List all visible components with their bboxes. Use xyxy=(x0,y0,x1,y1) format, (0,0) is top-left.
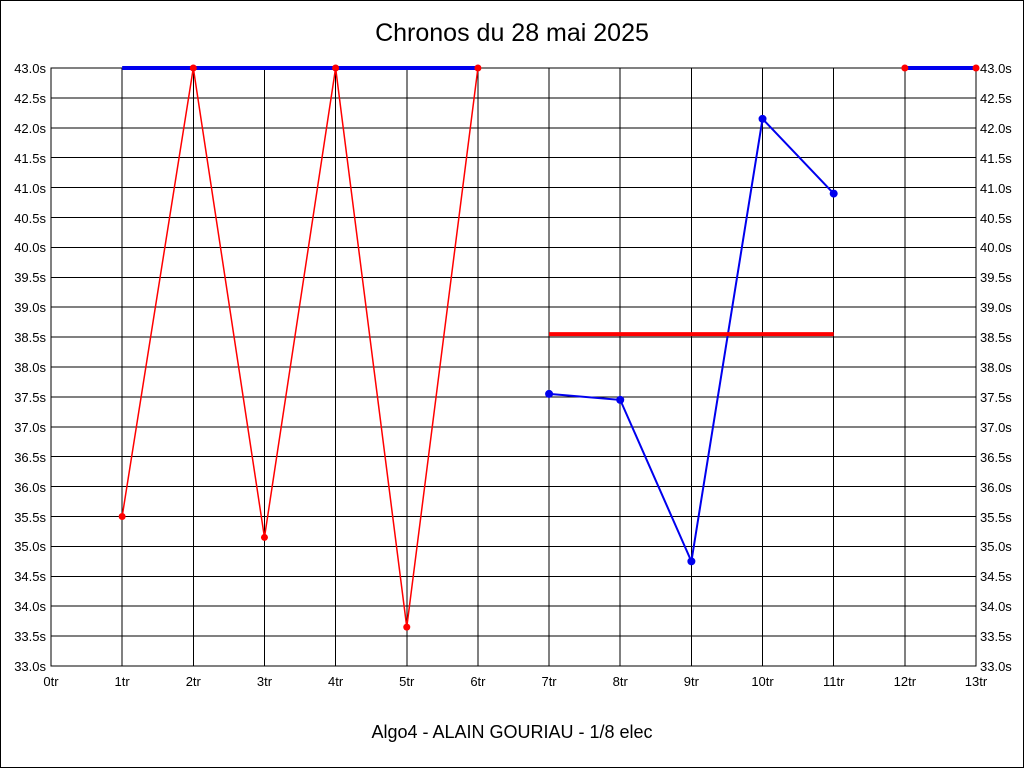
y-tick-label-right: 37.5s xyxy=(980,389,1012,405)
x-tick-label: 4tr xyxy=(328,674,344,689)
y-tick-label-left: 36.5s xyxy=(14,449,46,465)
red-series-marker xyxy=(118,513,126,520)
y-tick-label-right: 40.5s xyxy=(980,210,1012,226)
y-tick-label-left: 39.0s xyxy=(14,300,46,316)
red-series-marker xyxy=(901,64,909,72)
x-tick-label: 10tr xyxy=(751,674,774,689)
y-tick-label-right: 35.5s xyxy=(980,509,1012,525)
blue-series-marker xyxy=(758,114,767,123)
y-tick-label-left: 40.0s xyxy=(14,240,46,256)
red-series-marker xyxy=(189,64,197,72)
y-tick-label-right: 39.5s xyxy=(980,270,1012,286)
y-tick-label-left: 34.5s xyxy=(14,569,46,585)
blue-series-marker xyxy=(687,557,696,566)
y-tick-label-right: 41.0s xyxy=(980,180,1012,196)
y-tick-label-left: 33.5s xyxy=(14,629,46,645)
x-tick-label: 11tr xyxy=(822,674,845,689)
blue-series-marker xyxy=(616,395,625,404)
red-series xyxy=(118,64,980,631)
y-tick-label-left: 42.0s xyxy=(14,120,46,136)
y-tick-label-right: 42.0s xyxy=(980,120,1012,136)
red-series-line xyxy=(121,67,479,628)
y-tick-label-left: 37.5s xyxy=(14,389,46,405)
red-series-marker xyxy=(403,623,411,631)
y-tick-label-right: 37.0s xyxy=(980,419,1012,435)
x-tick-label: 7tr xyxy=(541,674,557,689)
x-tick-label: 3tr xyxy=(256,674,273,689)
x-tick-label: 12tr xyxy=(893,674,917,689)
x-tick-label: 9tr xyxy=(683,674,699,689)
y-tick-label-left: 39.5s xyxy=(14,270,46,286)
y-tick-label-left: 38.5s xyxy=(14,330,46,346)
y-tick-label-left: 41.0s xyxy=(14,180,46,196)
y-tick-label-right: 34.0s xyxy=(980,599,1012,615)
x-tick-label: 1tr xyxy=(114,674,130,689)
y-tick-label-left: 35.0s xyxy=(14,539,46,555)
y-tick-label-right: 39.0s xyxy=(980,300,1012,316)
y-tick-label-left: 33.0s xyxy=(14,659,46,674)
x-tick-label: 8tr xyxy=(612,674,628,689)
x-tick-label: 2tr xyxy=(185,674,201,689)
y-tick-label-left: 42.5s xyxy=(14,90,46,106)
y-tick-label-left: 38.0s xyxy=(14,360,46,375)
x-tick-label: 0tr xyxy=(43,674,59,689)
y-tick-label-left: 36.0s xyxy=(14,479,46,495)
y-tick-label-left: 34.0s xyxy=(14,599,46,615)
y-tick-label-left: 37.0s xyxy=(14,419,46,435)
y-tick-label-right: 36.0s xyxy=(980,479,1012,495)
y-tick-label-right: 35.0s xyxy=(980,539,1012,555)
x-tick-label: 5tr xyxy=(399,674,415,689)
y-tick-label-right: 38.0s xyxy=(980,360,1012,375)
y-tick-label-right: 43.0s xyxy=(980,61,1012,76)
red-series-marker xyxy=(972,64,980,72)
red-series-marker xyxy=(260,533,268,541)
red-series-marker xyxy=(474,64,482,72)
y-tick-label-right: 42.5s xyxy=(980,90,1012,106)
y-tick-label-right: 38.5s xyxy=(980,330,1012,346)
chart-title: Chronos du 28 mai 2025 xyxy=(375,19,649,47)
y-tick-label-left: 35.5s xyxy=(14,509,46,525)
plot-border xyxy=(50,67,977,667)
chart-footer: Algo4 - ALAIN GOURIAU - 1/8 elec xyxy=(371,722,653,742)
y-tick-label-left: 41.5s xyxy=(14,150,46,166)
x-tick-label: 13tr xyxy=(964,674,988,689)
y-tick-label-right: 34.5s xyxy=(980,569,1012,585)
x-tick-label: 6tr xyxy=(470,674,486,689)
y-tick-label-right: 41.5s xyxy=(980,150,1012,166)
blue-series-marker xyxy=(829,189,838,198)
blue-series xyxy=(122,66,976,566)
y-tick-label-right: 40.0s xyxy=(980,240,1012,256)
y-tick-label-right: 33.5s xyxy=(980,629,1012,645)
y-tick-label-left: 40.5s xyxy=(14,210,46,226)
red-series-marker xyxy=(332,64,340,72)
y-tick-label-right: 36.5s xyxy=(980,449,1012,465)
y-tick-label-left: 43.0s xyxy=(14,61,46,76)
y-tick-label-right: 33.0s xyxy=(980,659,1012,674)
gridlines xyxy=(50,67,977,667)
blue-series-marker xyxy=(545,389,554,398)
